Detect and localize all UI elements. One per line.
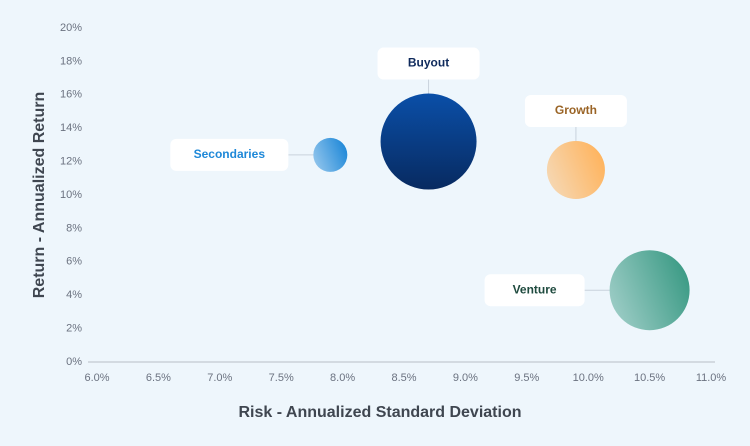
y-tick-label: 2% bbox=[66, 323, 82, 335]
x-tick-label: 11.0% bbox=[696, 372, 727, 384]
label-box bbox=[484, 274, 585, 307]
x-axis-title: Risk - Annualized Standard Deviation bbox=[238, 404, 521, 421]
label-box bbox=[170, 138, 289, 171]
y-tick-label: 16% bbox=[60, 89, 82, 101]
y-tick-label: 4% bbox=[66, 289, 82, 301]
bubble bbox=[609, 250, 690, 331]
bubble bbox=[380, 93, 477, 190]
bubble-label: Growth bbox=[555, 103, 597, 117]
x-tick-label: 6.0% bbox=[84, 372, 109, 384]
y-tick-label: 10% bbox=[60, 189, 82, 201]
bubble-label: Secondaries bbox=[194, 147, 266, 161]
bubble bbox=[546, 140, 605, 199]
x-tick-label: 9.0% bbox=[453, 372, 478, 384]
x-tick-label: 6.5% bbox=[146, 372, 171, 384]
y-tick-label: 8% bbox=[66, 222, 82, 234]
y-tick-label: 14% bbox=[60, 122, 82, 134]
y-tick-label: 0% bbox=[66, 356, 82, 368]
bubble-label: Buyout bbox=[408, 56, 449, 70]
x-tick-label: 7.5% bbox=[269, 372, 294, 384]
y-axis-title: Return - Annualized Return bbox=[31, 92, 48, 299]
y-tick-label: 20% bbox=[60, 22, 82, 34]
bubble-label: Venture bbox=[513, 282, 557, 296]
x-tick-label: 9.5% bbox=[514, 372, 539, 384]
bubble bbox=[313, 137, 348, 172]
y-tick-label: 12% bbox=[60, 156, 82, 168]
x-tick-label: 10.0% bbox=[573, 372, 604, 384]
label-box bbox=[524, 94, 627, 127]
x-tick-label: 7.0% bbox=[207, 372, 232, 384]
x-tick-label: 8.0% bbox=[330, 372, 355, 384]
y-tick-label: 6% bbox=[66, 256, 82, 268]
x-tick-label: 10.5% bbox=[634, 372, 665, 384]
label-box bbox=[377, 47, 480, 80]
x-tick-label: 8.5% bbox=[391, 372, 416, 384]
y-tick-label: 18% bbox=[60, 55, 82, 67]
